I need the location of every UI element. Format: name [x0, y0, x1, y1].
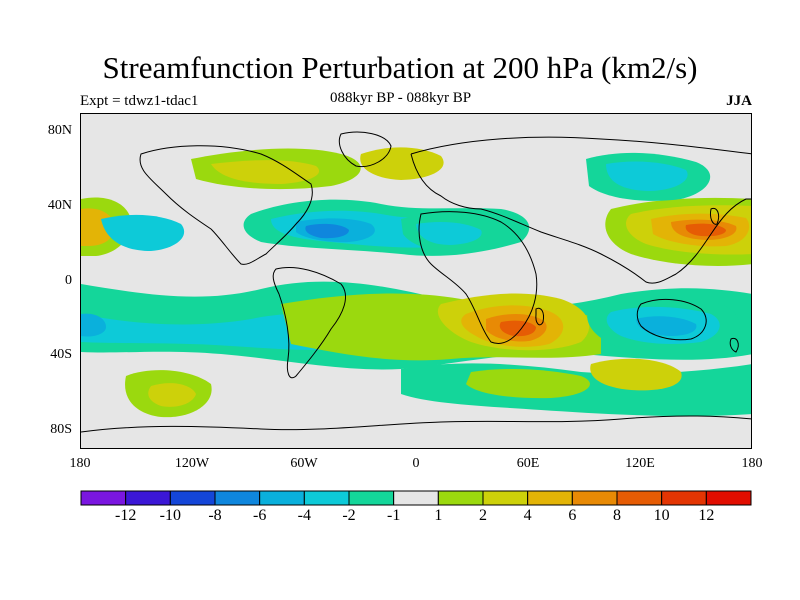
contour-atl-deepblue: [305, 223, 349, 239]
lat-label-80n: 80N: [47, 123, 72, 138]
coast-africa: [418, 211, 538, 344]
colorbar-label: -10: [159, 507, 181, 524]
lon-label-60w: 60W: [290, 456, 318, 471]
colorbar-label: -2: [342, 507, 356, 524]
contour-npw-yellow: [81, 208, 115, 246]
colorbar-cell: [437, 490, 484, 506]
map-panel: [80, 113, 752, 449]
contour-se-yellow: [590, 358, 682, 391]
lon-label-120e: 120E: [625, 456, 655, 471]
colorbar-cell: [616, 490, 663, 506]
contour-sio-red: [499, 320, 536, 337]
chart-subtitle: 088kyr BP - 088kyr BP: [330, 90, 472, 106]
colorbar-cell: [259, 490, 305, 506]
colorbar-cell: [661, 490, 707, 506]
coast-japan: [710, 207, 720, 225]
colorbar-cell: [571, 490, 618, 506]
colorbar-label: 10: [653, 507, 670, 524]
colorbar-label: -12: [114, 507, 137, 524]
colorbar-cell: [705, 490, 752, 506]
coast-north-america: [139, 145, 313, 265]
lat-label-0: 0: [65, 273, 72, 288]
colorbar-label: 4: [523, 507, 532, 524]
chart-title: Streamfunction Perturbation at 200 hPa (…: [102, 50, 698, 85]
contour-asia-cyan: [606, 161, 688, 191]
colorbar-cell: [303, 490, 350, 506]
coast-greenland: [338, 131, 392, 168]
contour-wp-cyan: [81, 313, 106, 337]
lon-label-120w: 120W: [174, 456, 210, 471]
coast-antarctica: [81, 415, 751, 433]
colorbar-label: 1: [434, 507, 443, 524]
colorbar-cell: [482, 490, 529, 506]
coast-new-zealand: [729, 337, 739, 353]
coast-madagascar: [535, 307, 544, 326]
lon-label-60e: 60E: [516, 456, 540, 471]
lat-label-40s: 40S: [50, 347, 72, 362]
lon-label-180e: 180: [741, 456, 763, 471]
contour-naf-cyan: [416, 222, 482, 245]
colorbar-label: -1: [386, 507, 401, 524]
contour-aus-blue: [636, 316, 697, 336]
colorbar-label: -4: [297, 507, 311, 524]
streamfunction-map: [81, 114, 751, 448]
colorbar-cell: [348, 490, 395, 506]
coast-eurasia: [410, 136, 751, 284]
contour-ne-yellow: [360, 147, 444, 180]
lon-label-180w: 180: [69, 456, 91, 471]
contour-sp-yellow-west-inner: [148, 383, 196, 407]
colorbar-label: 12: [698, 507, 715, 524]
season-label: JJA: [726, 93, 752, 109]
colorbar-cell: [169, 490, 216, 506]
colorbar-cell: [80, 490, 127, 506]
contour-arctic-yellow: [211, 160, 320, 184]
colorbar-cell: [393, 490, 439, 506]
colorbar-cell: [527, 490, 573, 506]
lat-label-80s: 80S: [50, 422, 72, 437]
colorbar-label: -8: [208, 507, 222, 524]
colorbar-cell: [214, 490, 261, 506]
colorbar: [80, 490, 752, 506]
experiment-label: Expt = tdwz1-tdac1: [80, 93, 199, 109]
coastlines: [81, 131, 751, 433]
colorbar-label: 8: [613, 507, 621, 524]
coast-south-america: [272, 266, 346, 379]
lon-label-0: 0: [412, 456, 420, 471]
coast-australia: [636, 299, 707, 341]
contour-nw-cyan: [101, 214, 185, 251]
colorbar-label: 2: [479, 507, 487, 524]
colorbar-cell: [125, 490, 171, 506]
lat-label-40n: 40N: [47, 198, 72, 213]
contour-fields: [81, 147, 751, 418]
contour-so-yellow: [466, 369, 590, 399]
colorbar-label: 6: [568, 507, 577, 524]
colorbar-label: -6: [252, 507, 267, 524]
